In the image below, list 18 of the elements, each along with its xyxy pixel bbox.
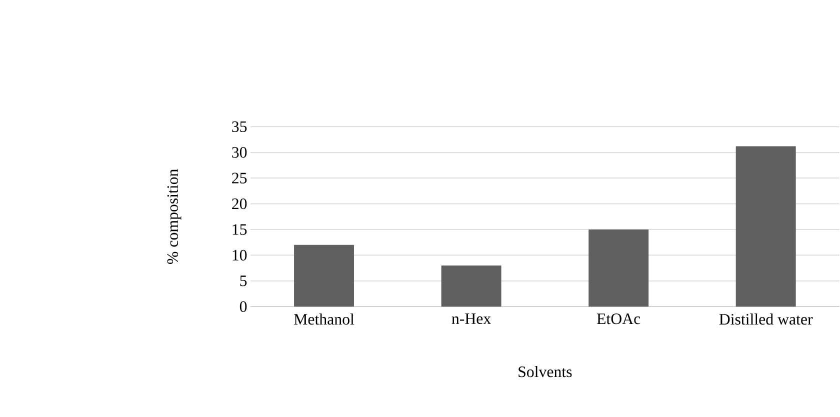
bar [736, 146, 796, 307]
y-tick-label: 20 [232, 198, 247, 210]
bar [588, 229, 649, 307]
y-tick-label: 25 [232, 172, 247, 184]
x-axis-title: Solvents [518, 366, 572, 378]
y-tick-label: 15 [232, 224, 247, 235]
y-tick-label: 10 [232, 250, 247, 261]
x-tick-label: EtOAc [596, 313, 640, 324]
y-tick-label: 0 [240, 301, 247, 312]
y-tick-label: 35 [232, 121, 247, 132]
y-axis-title: % composition [167, 168, 182, 264]
x-tick-label: Distilled water [719, 313, 813, 325]
y-tick-label: 30 [232, 146, 247, 158]
bar [441, 265, 502, 307]
bar [294, 244, 354, 307]
x-tick-label: n-Hex [452, 313, 491, 324]
x-tick-label: Methanol [294, 313, 354, 325]
y-tick-label: 5 [240, 276, 247, 286]
